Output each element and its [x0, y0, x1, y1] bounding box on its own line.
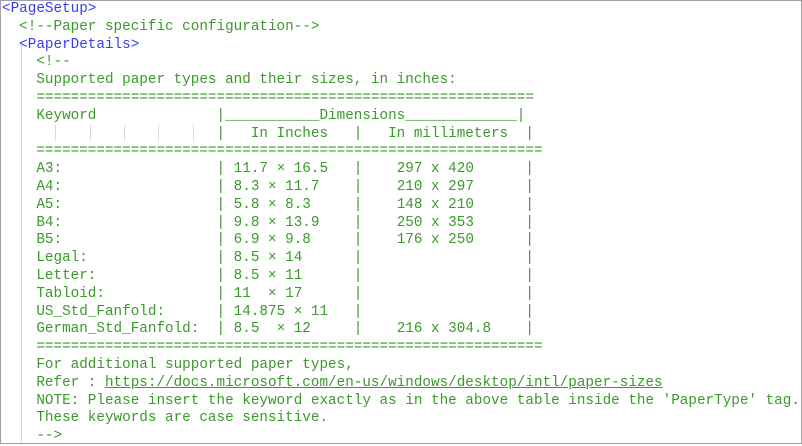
table-rows: A3: | 11.7 × 16.5 | 297 x 420 | A4: | 8.… — [2, 161, 800, 339]
rule-line: ========================================… — [2, 90, 800, 108]
mm-cell: 216 x 304.8 — [396, 321, 492, 338]
case-note-line: These keywords are case sensitive. — [2, 410, 800, 428]
table-row: US_Std_Fanfold: | 14.875 × 11 | | — [36, 303, 534, 320]
keyword-cell: B4: — [36, 214, 63, 231]
pagesetup-open-tag: <PageSetup> — [2, 1, 97, 17]
comment-open-text: <!-- — [36, 54, 71, 71]
rule-top: ========================================… — [36, 89, 534, 106]
rule-mid: ========================================… — [36, 143, 543, 160]
keyword-cell: A5: — [36, 196, 63, 213]
additional-line: For additional supported paper types, — [2, 357, 800, 375]
tab-marker — [55, 125, 56, 141]
indent-guide — [21, 45, 22, 443]
mm-cell: 176 x 250 — [396, 232, 474, 249]
keyword-cell: German_Std_Fanfold: — [36, 321, 200, 338]
mm-cell: 148 x 210 — [396, 196, 474, 213]
inches-cell: 14.875 × 11 — [233, 303, 329, 320]
table-subheader-row: | In Inches | In millimeters | — [2, 126, 800, 144]
intro-line: Supported paper types and their sizes, i… — [2, 72, 800, 90]
table-row: B4: | 9.8 × 13.9 | 250 x 353 | — [36, 214, 534, 231]
table-header-row: Keyword |___________Dimensions__________… — [2, 108, 800, 126]
refer-prefix: Refer : — [36, 374, 105, 391]
inches-cell: 8.5 × 12 — [233, 321, 311, 338]
case-note-text: These keywords are case sensitive. — [36, 410, 329, 427]
paper-sizes-link[interactable]: https://docs.microsoft.com/en-us/windows… — [104, 374, 663, 391]
header-units: | In Inches | In millimeters | — [36, 125, 534, 142]
table-row: Tabloid: | 11 × 17 | | — [36, 285, 534, 302]
comment-open: <!-- — [2, 54, 800, 72]
inches-cell: 8.5 × 14 — [233, 250, 303, 267]
inches-cell: 11.7 × 16.5 — [233, 161, 329, 178]
config-comment-text: <!--Paper specific configuration--> — [19, 18, 320, 35]
rule-line: ========================================… — [2, 143, 800, 161]
intro-text: Supported paper types and their sizes, i… — [36, 72, 457, 89]
note-text: NOTE: Please insert the keyword exactly … — [36, 392, 800, 409]
additional-text: For additional supported paper types, — [36, 356, 354, 373]
refer-line: Refer : https://docs.microsoft.com/en-us… — [2, 375, 800, 393]
rule-line: ========================================… — [2, 339, 800, 357]
table-row: Letter: | 8.5 × 11 | | — [36, 267, 534, 284]
keyword-cell: Letter: — [36, 267, 97, 284]
table-row: B5: | 6.9 × 9.8 | 176 x 250 | — [36, 232, 534, 249]
keyword-cell: B5: — [36, 232, 63, 249]
keyword-cell: A3: — [36, 161, 63, 178]
tab-marker — [90, 125, 91, 141]
table-row: German_Std_Fanfold: | 8.5 × 12 | 216 x 3… — [36, 321, 534, 338]
table-row: Legal: | 8.5 × 14 | | — [36, 250, 534, 267]
inches-cell: 8.3 × 11.7 — [233, 178, 320, 195]
keyword-cell: Tabloid: — [36, 285, 105, 302]
config-comment: <!--Paper specific configuration--> — [2, 19, 800, 37]
keyword-cell: Legal: — [36, 250, 88, 267]
tab-marker — [124, 125, 125, 141]
table-row: A5: | 5.8 × 8.3 | 148 x 210 | — [36, 196, 534, 213]
mm-cell: 210 x 297 — [396, 178, 474, 195]
header-dimensions: Keyword |___________Dimensions__________… — [36, 107, 526, 124]
comment-close: --> — [2, 428, 800, 446]
mm-cell: 297 x 420 — [396, 161, 474, 178]
keyword-cell: US_Std_Fanfold: — [36, 303, 166, 320]
comment-close-text: --> — [36, 428, 63, 445]
table-row: A3: | 11.7 × 16.5 | 297 x 420 | — [36, 161, 534, 178]
inches-cell: 9.8 × 13.9 — [233, 214, 320, 231]
inches-cell: 6.9 × 9.8 — [233, 232, 311, 249]
keyword-cell: A4: — [36, 178, 63, 195]
rule-bottom: ========================================… — [36, 339, 543, 356]
paperdetails-open-tag: <PaperDetails> — [2, 37, 800, 55]
mm-cell: 250 x 353 — [396, 214, 474, 231]
paperdetails-tag-text: <PaperDetails> — [19, 36, 140, 53]
tab-marker — [193, 125, 194, 141]
note-line: NOTE: Please insert the keyword exactly … — [2, 393, 800, 411]
inches-cell: 8.5 × 11 — [233, 267, 303, 284]
inches-cell: 11 × 17 — [233, 285, 303, 302]
table-row: A4: | 8.3 × 11.7 | 210 x 297 | — [36, 178, 534, 195]
inches-cell: 5.8 × 8.3 — [233, 196, 311, 213]
tab-marker — [158, 125, 159, 141]
